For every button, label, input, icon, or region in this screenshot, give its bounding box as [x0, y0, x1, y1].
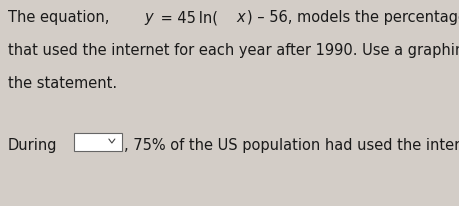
Text: During: During: [8, 138, 57, 153]
Text: , 75% of the US population had used the internet.: , 75% of the US population had used the …: [124, 138, 459, 153]
Text: The equation,: The equation,: [8, 10, 114, 25]
Text: x: x: [236, 10, 245, 25]
Text: the statement.: the statement.: [8, 76, 117, 91]
Text: y: y: [145, 10, 153, 25]
Text: = 45 ln(: = 45 ln(: [156, 10, 218, 25]
Text: that used the internet for each year after 1990. Use a graphing utility to compl: that used the internet for each year aft…: [8, 43, 459, 58]
FancyBboxPatch shape: [74, 133, 122, 151]
Text: ) – 56, models the percentage of the US population,: ) – 56, models the percentage of the US …: [247, 10, 459, 25]
